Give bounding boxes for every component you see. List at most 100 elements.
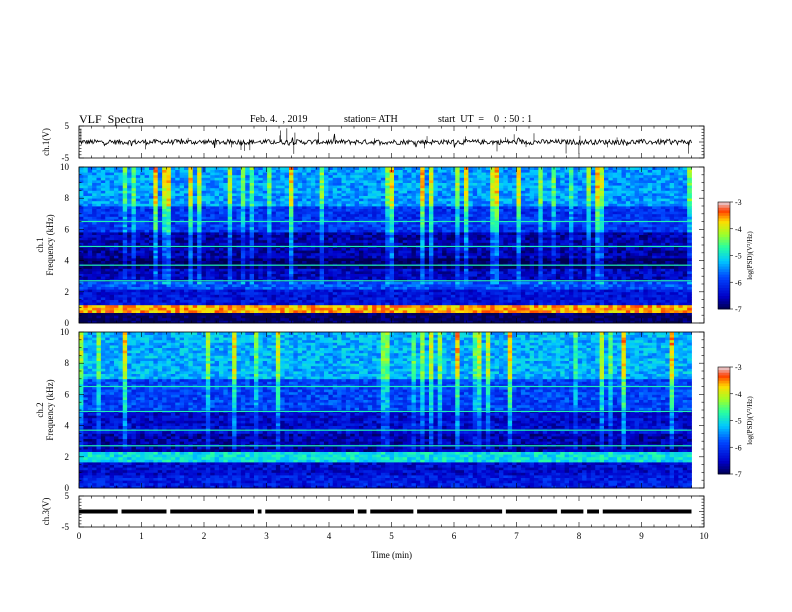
spectrogram-cell bbox=[105, 268, 111, 272]
spectrogram-cell bbox=[249, 310, 255, 313]
spectrogram-cell bbox=[227, 289, 233, 293]
spectrogram-cell bbox=[144, 307, 150, 311]
spectrogram-cell bbox=[127, 258, 132, 261]
spectrogram-cell bbox=[315, 180, 321, 183]
spectrogram-cell bbox=[175, 299, 181, 303]
spectrogram-cell bbox=[232, 294, 237, 298]
spectrogram-cell bbox=[201, 198, 207, 202]
spectrogram-cell bbox=[162, 219, 167, 222]
spectrogram-cell bbox=[363, 307, 369, 311]
spectrogram-cell bbox=[394, 268, 399, 272]
spectrogram-cell bbox=[245, 299, 251, 303]
spectrogram-cell bbox=[411, 315, 417, 319]
spectrogram-cell bbox=[341, 265, 347, 269]
spectrogram-cell bbox=[258, 198, 264, 202]
spectrogram-cell bbox=[249, 247, 255, 251]
spectrogram-cell bbox=[398, 219, 404, 222]
spectrogram-cell bbox=[310, 172, 316, 176]
spectrogram-cell bbox=[249, 226, 255, 230]
spectrogram-cell bbox=[302, 312, 307, 316]
spectrogram-cell bbox=[275, 276, 281, 280]
spectrogram-cell bbox=[302, 258, 307, 261]
spectrogram-cell bbox=[319, 291, 325, 295]
spectrogram-cell bbox=[267, 320, 272, 324]
spectrogram-cell bbox=[114, 299, 119, 303]
spectrogram-cell bbox=[267, 208, 272, 212]
spectrogram-cell bbox=[100, 234, 106, 238]
spectrogram-cell bbox=[205, 213, 211, 217]
spectrogram-cell bbox=[205, 289, 211, 293]
spectrogram-cell bbox=[118, 198, 124, 202]
spectrogram-cell bbox=[354, 302, 360, 306]
spectrogram-cell bbox=[205, 299, 211, 303]
spectrogram-cell bbox=[175, 312, 181, 316]
spectrogram-cell bbox=[153, 286, 159, 290]
spectrogram-cell bbox=[420, 237, 426, 241]
spectrogram-cell bbox=[92, 291, 97, 295]
spectrogram-cell bbox=[415, 169, 421, 173]
spectrogram-cell bbox=[127, 187, 132, 191]
spectrogram-cell bbox=[149, 250, 154, 254]
spectrogram-cell bbox=[109, 229, 115, 233]
spectrogram-cell bbox=[166, 190, 172, 194]
spectrogram-cell bbox=[367, 297, 373, 300]
spectrogram-cell bbox=[127, 224, 132, 228]
spectrogram-cell bbox=[149, 276, 154, 280]
spectrogram-cell bbox=[109, 216, 115, 220]
spectrogram-cell bbox=[376, 299, 382, 303]
spectrogram-cell bbox=[389, 226, 395, 230]
spectrogram-cell bbox=[179, 258, 185, 261]
spectrogram-cell bbox=[249, 271, 255, 274]
spectrogram-cell bbox=[315, 216, 321, 220]
spectrogram-cell bbox=[205, 281, 211, 285]
spectrogram-cell bbox=[394, 203, 399, 207]
spectrogram-cell bbox=[258, 239, 264, 243]
spectrogram-cell bbox=[394, 182, 399, 186]
spectrogram-cell bbox=[179, 193, 185, 196]
spectrogram-cell bbox=[359, 320, 364, 324]
spectrogram-cell bbox=[297, 294, 303, 298]
spectrogram-cell bbox=[297, 182, 303, 186]
spectrogram-cell bbox=[354, 180, 360, 183]
spectrogram-cell bbox=[201, 271, 207, 274]
spectrogram-cell bbox=[100, 276, 106, 280]
spectrogram-cell bbox=[258, 289, 264, 293]
spectrogram-cell bbox=[105, 271, 111, 274]
spectrogram-cell bbox=[100, 317, 106, 321]
spectrogram-cell bbox=[297, 317, 303, 321]
spectrogram-cell bbox=[232, 213, 237, 217]
spectrogram-cell bbox=[236, 265, 242, 269]
spectrogram-cell bbox=[385, 276, 391, 280]
spectrogram-cell bbox=[184, 281, 189, 285]
spectrogram-cell bbox=[350, 172, 356, 176]
spectrogram-cell bbox=[359, 180, 364, 183]
spectrogram-cell bbox=[109, 284, 115, 287]
spectrogram-cell bbox=[398, 312, 404, 316]
spectrogram-cell bbox=[245, 174, 251, 178]
spectrogram-cell bbox=[345, 190, 351, 194]
spectrogram-cell bbox=[280, 312, 286, 316]
spectrogram-cell bbox=[359, 172, 364, 176]
spectrogram-cell bbox=[385, 250, 391, 254]
spectrogram-cell bbox=[131, 213, 137, 217]
spectrogram-cell bbox=[302, 271, 307, 274]
spectrogram-cell bbox=[337, 229, 342, 233]
spectrogram-cell bbox=[240, 239, 246, 243]
spectrogram-cell bbox=[380, 242, 386, 246]
spectrogram-cell bbox=[223, 234, 229, 238]
spectrogram-cell bbox=[385, 289, 391, 293]
spectrogram-cell bbox=[149, 187, 154, 191]
spectrogram-cell bbox=[201, 310, 207, 313]
spectrogram-cell bbox=[236, 219, 242, 222]
spectrogram-cell bbox=[280, 276, 286, 280]
spectrogram-cell bbox=[236, 307, 242, 311]
spectrogram-cell bbox=[249, 315, 255, 319]
spectrogram-cell bbox=[249, 221, 255, 225]
spectrogram-cell bbox=[166, 242, 172, 246]
spectrogram-cell bbox=[192, 239, 198, 243]
spectrogram-cell bbox=[114, 307, 119, 311]
spectrogram-cell bbox=[127, 310, 132, 313]
spectrogram-cell bbox=[153, 216, 159, 220]
spectrogram-cell bbox=[275, 247, 281, 251]
spectrogram-cell bbox=[118, 255, 124, 259]
